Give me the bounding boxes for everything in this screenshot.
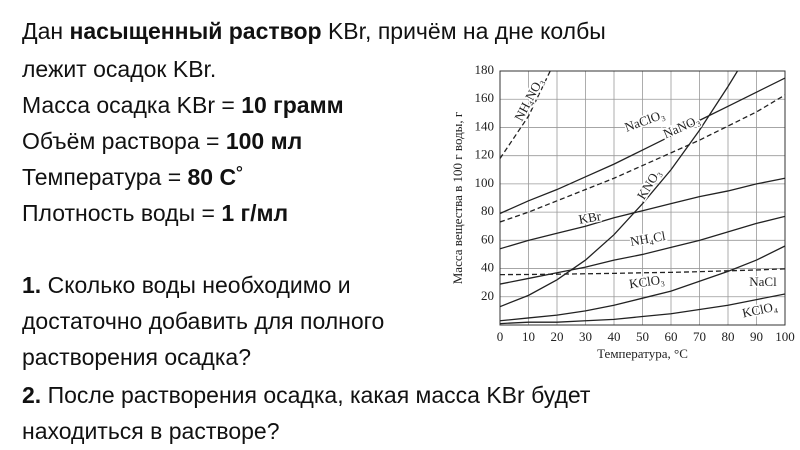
text-line: 2. После растворения осадка, какая масса… [22,382,590,409]
text-line: Объём раствора = 100 мл [22,128,302,155]
text: Температура = [22,164,188,190]
x-tick-label: 0 [497,329,504,344]
plot-frame [499,70,786,326]
series-label: NH₄Cl [629,228,667,249]
text: лежит осадок KBr. [22,56,217,82]
bold-text: 1 г/мл [221,200,289,226]
text-line: Дан насыщенный раствор KBr, причём на дн… [22,18,606,45]
x-tick-label: 80 [722,329,735,344]
text-line: Плотность воды = 1 г/мл [22,200,288,227]
y-tick-label: 160 [475,90,495,105]
y-tick-label: 100 [475,175,495,190]
text-line: лежит осадок KBr. [22,56,216,83]
x-tick-label: 100 [775,329,795,344]
series-label: KClO₃ [628,272,665,292]
text-line: 1. Сколько воды необходимо и [22,272,351,299]
y-tick-label: 20 [481,288,494,303]
x-tick-label: 20 [551,329,564,344]
series-line [500,177,785,250]
bold-text: 1. [22,272,42,298]
series-line [500,77,785,215]
series-line [500,71,551,159]
plot-lines [500,71,785,325]
text-line: Температура = 80 С˚ [22,164,244,191]
y-tick-label: 180 [475,62,495,77]
text: Дан [22,18,70,44]
text: Масса осадка KBr = [22,92,242,118]
x-tick-label: 70 [693,329,706,344]
y-tick-label: 120 [475,147,495,162]
bold-text: насыщенный раствор [69,18,322,44]
series-label: KBr [577,208,602,227]
series-line [500,245,785,322]
series-label: NaCl [749,274,777,289]
bold-text: 10 грамм [241,92,344,118]
bold-text: 100 мл [225,128,303,154]
text: После растворения осадка, какая масса KB… [41,382,591,408]
x-tick-label: 40 [608,329,621,344]
x-tick-label: 10 [522,329,535,344]
text: KBr, причём на дне колбы [321,18,606,44]
series-line [500,94,785,223]
text-line: Масса осадка KBr = 10 грамм [22,92,344,119]
text: растворения осадка? [22,344,252,370]
x-tick-label: 60 [665,329,678,344]
y-axis-label: Масса вещества в 100 г воды, г [450,112,465,285]
text: достаточно добавить для полного [22,308,385,334]
text-line: растворения осадка? [22,344,251,371]
text: Сколько воды необходимо и [41,272,351,298]
text: ˚ [236,164,244,190]
y-tick-label: 60 [481,231,494,246]
series-line [500,71,739,308]
bold-text: 2. [22,382,42,408]
text-line: находиться в растворе? [22,418,280,445]
text: Объём раствора = [22,128,226,154]
series-label: NaClO₃ [622,106,666,134]
y-tick-label: 80 [481,203,494,218]
text-line: достаточно добавить для полного [22,308,384,335]
y-tick-label: 140 [475,118,495,133]
series-label: NaNO₃ [661,112,702,141]
text: находиться в растворе? [22,418,280,444]
series-line [500,215,785,285]
series-line [500,293,785,325]
x-tick-label: 50 [636,329,649,344]
text: Плотность воды = [22,200,222,226]
x-tick-label: 30 [579,329,592,344]
x-axis-label: Температура, °С [597,346,688,361]
y-tick-label: 40 [481,260,494,275]
bold-text: 80 С [187,164,237,190]
x-tick-label: 90 [750,329,763,344]
